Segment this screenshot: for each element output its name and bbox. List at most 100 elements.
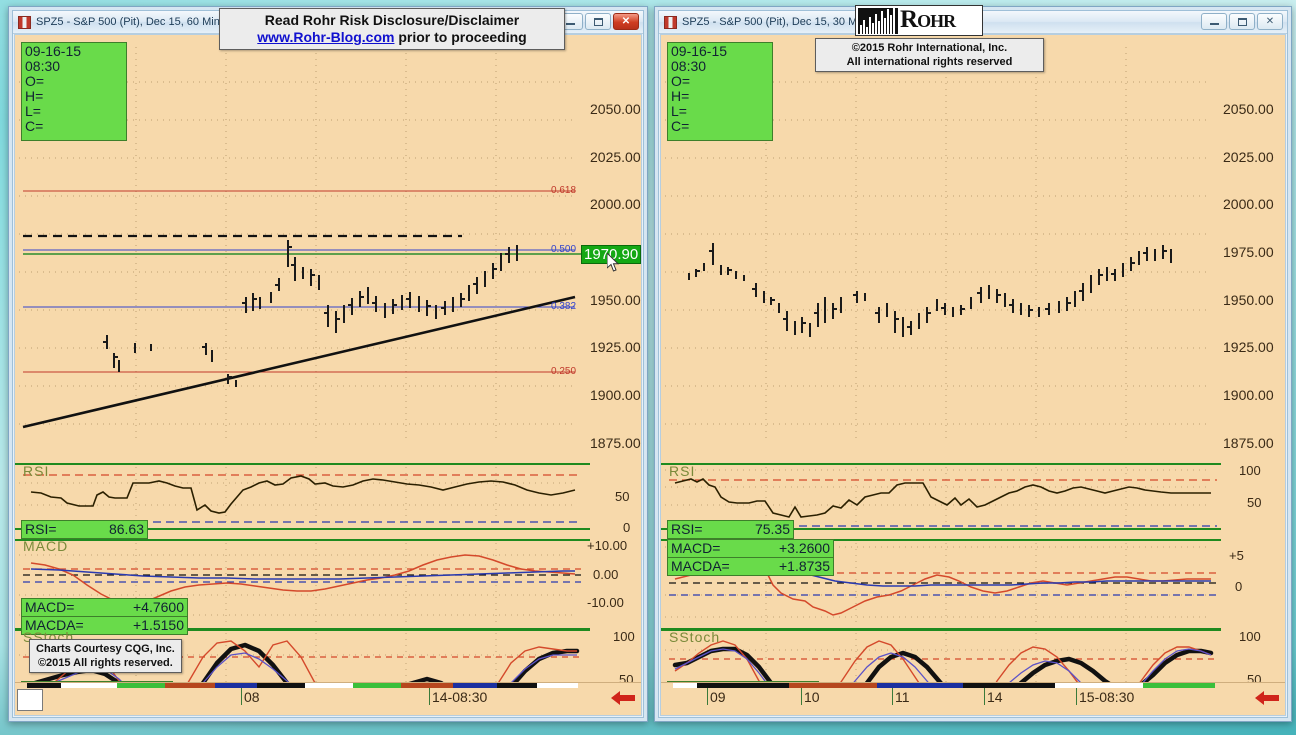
macda-value-box-left: MACDA= +1.5150 [21, 616, 188, 635]
disclaimer-line-1: Read Rohr Risk Disclosure/Disclaimer [264, 12, 520, 28]
time-tick-left-0: 08 [244, 689, 260, 705]
maximize-button[interactable] [1229, 13, 1255, 30]
time-tickline-right-4 [1076, 688, 1077, 705]
copyright-line-2: All international rights reserved [846, 56, 1013, 68]
window-title-right: SPZ5 - S&P 500 (Pit), Dec 15, 30 Min [682, 16, 866, 28]
chart-app-icon [664, 15, 677, 29]
session-color-strip-right [661, 683, 1285, 688]
chart-scroll-handle-left[interactable] [17, 689, 43, 711]
rsi-value-right: 75.35 [754, 521, 790, 537]
cqg-note-line2: ©2015 All rights reserved. [37, 657, 173, 669]
price-tick-left-1: 2025.00 [590, 149, 641, 165]
time-axis-left[interactable]: 08 14-08:30 [15, 682, 641, 715]
macd-value-left: +4.7600 [133, 599, 184, 615]
macda-value-box-right: MACDA= +1.8735 [667, 557, 834, 576]
rohr-blog-link[interactable]: www.Rohr-Blog.com [257, 29, 395, 45]
fib-label-0250: 0.250 [551, 366, 577, 377]
macd-pane-title-left: MACD [23, 538, 69, 554]
sstoch-pane-title-right: SStoch [669, 629, 721, 645]
chart-window-30min[interactable]: SPZ5 - S&P 500 (Pit), Dec 15, 30 Min ✕ [654, 6, 1292, 722]
rsi-value-box-left: RSI= 86.63 [21, 520, 148, 539]
cqg-note-line1: Charts Courtesy CQG, Inc. [36, 643, 175, 655]
cqg-courtesy-note: Charts Courtesy CQG, Inc. ©2015 All righ… [29, 639, 182, 673]
macda-value-left: +1.5150 [133, 617, 184, 633]
chart-svg-right [661, 35, 1285, 715]
rsi-label-left: RSI= [25, 521, 57, 537]
time-tickline-right-2 [892, 688, 893, 705]
time-tick-right-0: 09 [710, 689, 726, 705]
time-tickline-left-0 [241, 688, 242, 705]
price-tick-right-0: 2050.00 [1223, 101, 1274, 117]
macd-axis-left-m10: -10.00 [587, 595, 624, 610]
fib-label-0500: 0.500 [551, 244, 577, 255]
disclaimer-line-2-tail: prior to proceeding [394, 29, 527, 45]
price-tick-left-5: 1925.00 [590, 339, 641, 355]
current-price-tag: 1970.90 [581, 245, 641, 264]
price-tick-left-7: 1875.00 [590, 435, 641, 451]
fib-label-0618: 0.618 [551, 185, 577, 196]
rsi-label-right: RSI= [671, 521, 703, 537]
price-tick-left-6: 1900.00 [590, 387, 641, 403]
price-tick-right-2: 2000.00 [1223, 196, 1274, 212]
rsi-pane-title-right: RSI [669, 463, 696, 479]
price-tick-right-4: 1950.00 [1223, 292, 1274, 308]
scroll-back-arrow-left[interactable] [611, 689, 635, 707]
time-tick-left-1: 14-08:30 [432, 689, 488, 705]
rohr-bars-icon [858, 7, 898, 34]
rohr-wordmark: ROHR [900, 6, 956, 33]
rsi-axis-left-0: 0 [623, 520, 631, 535]
window-controls-left: ✕ [557, 13, 639, 30]
time-axis-right[interactable]: 09 10 11 14 15-08:30 [661, 682, 1285, 715]
rsi-pane-title-left: RSI [23, 463, 50, 479]
time-tickline-right-0 [707, 688, 708, 705]
price-tick-right-3: 1975.00 [1223, 244, 1274, 260]
time-tick-right-3: 14 [987, 689, 1003, 705]
price-tick-left-0: 2050.00 [590, 101, 641, 117]
time-tick-right-2: 11 [895, 689, 910, 705]
macd-axis-right-0: 0 [1235, 579, 1243, 594]
rsi-value-left: 86.63 [108, 521, 144, 537]
macd-axis-left-0: 0.00 [593, 567, 619, 582]
session-color-strip-left [15, 683, 641, 688]
rsi-axis-left-50: 50 [615, 489, 630, 504]
window-frame-left: SPZ5 - S&P 500 (Pit), Dec 15, 60 Min ✕ [12, 10, 644, 718]
price-tick-right-1: 2025.00 [1223, 149, 1274, 165]
macda-value-right: +1.8735 [779, 558, 830, 574]
macda-label-right: MACDA= [671, 558, 730, 574]
macd-value-right: +3.2600 [779, 540, 830, 556]
close-button[interactable]: ✕ [1257, 13, 1283, 30]
price-tick-left-4: 1950.00 [590, 292, 641, 308]
disclaimer-banner[interactable]: Read Rohr Risk Disclosure/Disclaimer www… [219, 8, 565, 50]
close-button[interactable]: ✕ [613, 13, 639, 30]
rsi-axis-right-50: 50 [1247, 495, 1262, 510]
sstoch-axis-left-100: 100 [613, 629, 635, 644]
time-tick-right-1: 10 [804, 689, 820, 705]
time-tickline-right-1 [801, 688, 802, 705]
price-tick-left-2: 2000.00 [590, 196, 641, 212]
price-tick-right-5: 1925.00 [1223, 339, 1274, 355]
maximize-button[interactable] [585, 13, 611, 30]
minimize-button[interactable] [1201, 13, 1227, 30]
macda-label-left: MACDA= [25, 617, 84, 633]
rsi-axis-right-100: 100 [1239, 463, 1261, 478]
time-tickline-left-1 [429, 688, 430, 705]
quote-info-box-left: 09-16-15 08:30 O= H= L= C= [21, 42, 127, 141]
macd-axis-left-p10: +10.00 [587, 538, 628, 553]
rohr-logo: ROHR [855, 5, 983, 36]
time-tickline-right-3 [984, 688, 985, 705]
scroll-back-arrow-right[interactable] [1255, 689, 1279, 707]
chart-app-icon [18, 15, 31, 29]
macd-value-box-left: MACD= +4.7600 [21, 598, 188, 617]
macd-label-right: MACD= [671, 540, 721, 556]
chart-canvas-right[interactable]: 2050.00 2025.00 2000.00 1975.00 1950.00 … [660, 34, 1286, 716]
quote-info-box-right: 09-16-15 08:30 O= H= L= C= [667, 42, 773, 141]
copyright-note: ©2015 Rohr International, Inc. All inter… [815, 38, 1044, 72]
sstoch-axis-right-100: 100 [1239, 629, 1261, 644]
copyright-line-1: ©2015 Rohr International, Inc. [851, 42, 1008, 54]
chart-window-60min[interactable]: SPZ5 - S&P 500 (Pit), Dec 15, 60 Min ✕ [8, 6, 648, 722]
macd-value-box-right: MACD= +3.2600 [667, 539, 834, 558]
price-tick-right-6: 1900.00 [1223, 387, 1274, 403]
chart-canvas-left[interactable]: 2050.00 2025.00 2000.00 1975.00 1950.00 … [14, 34, 642, 716]
macd-label-left: MACD= [25, 599, 75, 615]
disclaimer-line-2: www.Rohr-Blog.com prior to proceeding [228, 29, 556, 46]
